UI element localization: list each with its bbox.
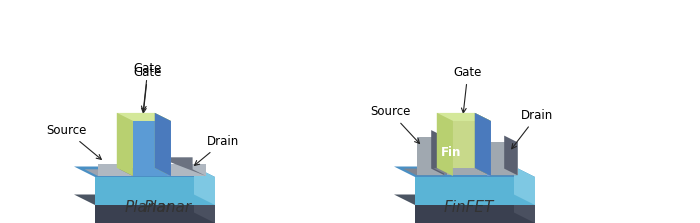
Polygon shape xyxy=(431,130,444,175)
Text: Source: Source xyxy=(46,124,102,159)
Polygon shape xyxy=(489,142,517,175)
Polygon shape xyxy=(74,167,215,177)
Polygon shape xyxy=(437,113,475,168)
Text: Planar: Planar xyxy=(144,200,192,215)
Polygon shape xyxy=(158,169,206,176)
Polygon shape xyxy=(437,113,491,121)
Polygon shape xyxy=(158,157,206,176)
Polygon shape xyxy=(171,164,206,176)
Polygon shape xyxy=(117,113,171,121)
Text: Drain: Drain xyxy=(512,109,554,149)
Polygon shape xyxy=(487,121,491,176)
Polygon shape xyxy=(475,113,489,175)
Polygon shape xyxy=(447,120,489,175)
Polygon shape xyxy=(475,113,491,176)
Polygon shape xyxy=(155,113,171,176)
Polygon shape xyxy=(95,205,215,223)
Polygon shape xyxy=(120,157,133,176)
Polygon shape xyxy=(403,169,444,175)
Polygon shape xyxy=(416,137,444,175)
Polygon shape xyxy=(437,113,453,176)
Polygon shape xyxy=(504,136,517,175)
Polygon shape xyxy=(394,194,535,205)
Polygon shape xyxy=(98,164,133,176)
Text: Planar: Planar xyxy=(125,200,173,215)
Polygon shape xyxy=(155,113,171,176)
Text: Fin: Fin xyxy=(441,146,462,159)
Polygon shape xyxy=(95,177,215,205)
Polygon shape xyxy=(194,194,215,223)
Polygon shape xyxy=(475,113,491,176)
Text: FinFET: FinFET xyxy=(444,200,494,215)
Text: Source: Source xyxy=(370,105,419,143)
Polygon shape xyxy=(74,194,215,205)
Polygon shape xyxy=(476,169,517,175)
Polygon shape xyxy=(415,205,535,223)
Polygon shape xyxy=(133,121,171,176)
Polygon shape xyxy=(433,168,489,175)
Polygon shape xyxy=(415,177,535,205)
Polygon shape xyxy=(514,194,535,223)
Text: Drain: Drain xyxy=(195,135,239,165)
Polygon shape xyxy=(117,113,133,176)
Text: Gate: Gate xyxy=(134,66,162,113)
Polygon shape xyxy=(85,169,133,176)
Polygon shape xyxy=(167,121,171,176)
Text: Gate: Gate xyxy=(134,62,162,111)
Polygon shape xyxy=(133,121,171,176)
Polygon shape xyxy=(117,113,155,168)
Polygon shape xyxy=(514,167,535,205)
Polygon shape xyxy=(194,167,215,205)
Text: Gate: Gate xyxy=(454,66,482,113)
Polygon shape xyxy=(394,167,535,177)
